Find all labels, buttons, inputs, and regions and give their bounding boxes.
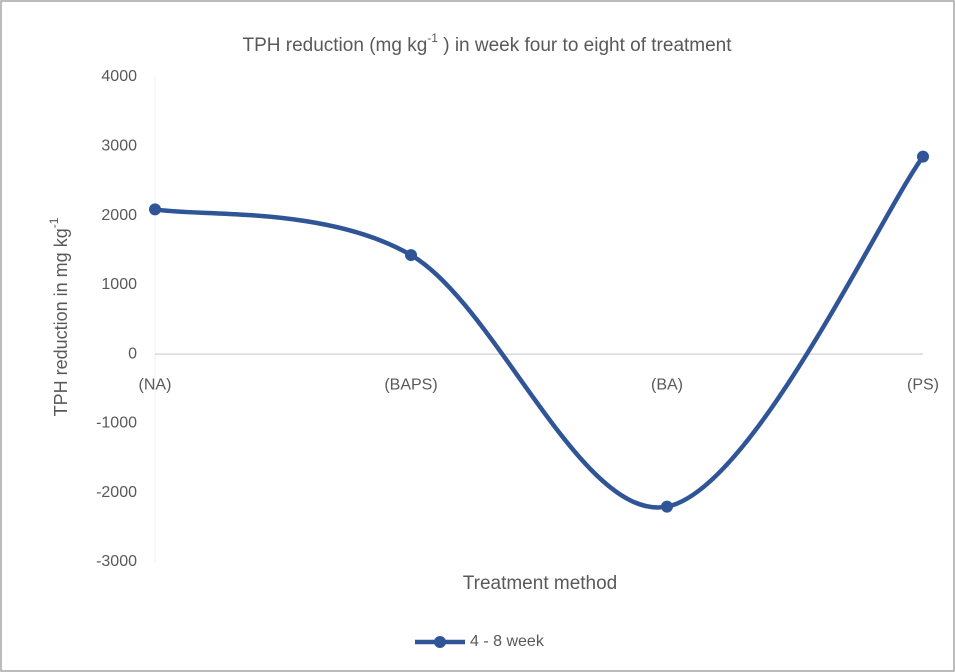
y-tick-label: 4000: [101, 68, 137, 85]
x-tick-label: (BAPS): [384, 376, 437, 393]
y-axis-label: TPH reduction in mg kg-1: [47, 217, 71, 416]
legend-label: 4 - 8 week: [470, 633, 545, 650]
y-tick-label: 2000: [101, 207, 137, 224]
y-tick-label: -3000: [96, 553, 137, 570]
text-part: ) in week four to eight of treatment: [438, 35, 732, 56]
y-tick-label: 0: [128, 345, 137, 362]
superscript: -1: [427, 31, 438, 45]
marker: [917, 150, 929, 163]
chart-title: TPH reduction (mg kg-1 ) in week four to…: [242, 31, 732, 56]
x-axis-label: Treatment method: [463, 573, 618, 594]
y-tick-label: 1000: [101, 276, 137, 293]
marker: [149, 203, 161, 216]
marker: [661, 500, 673, 513]
text-part: TPH reduction (mg kg: [242, 35, 427, 56]
marker: [405, 249, 417, 262]
x-tick-label: (BA): [651, 376, 683, 393]
x-tick-label: (NA): [139, 376, 172, 393]
y-tick-label: -1000: [96, 415, 137, 432]
superscript: -1: [47, 217, 61, 228]
legend-marker: [434, 636, 446, 648]
text-part: TPH reduction in mg kg: [51, 228, 71, 416]
line: [154, 155, 925, 510]
x-tick-label: (PS): [907, 376, 939, 393]
y-tick-label: -2000: [96, 484, 137, 501]
y-tick-label: 3000: [101, 138, 137, 155]
